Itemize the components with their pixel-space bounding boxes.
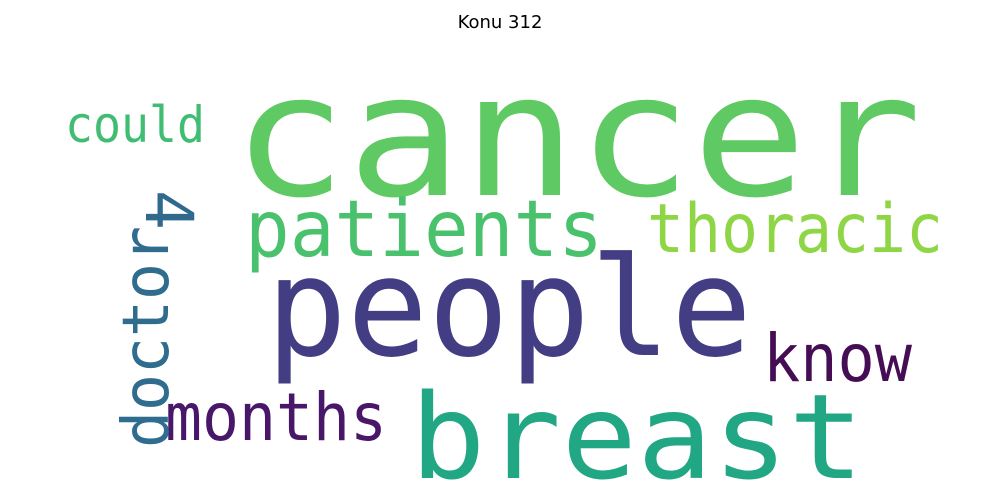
word-cloud-title: Konu 312 [457, 12, 543, 33]
word-4: 4 [130, 190, 207, 230]
word-could: could [65, 96, 205, 154]
word-patients: patients [245, 185, 603, 275]
word-doctor: doctor [110, 226, 184, 448]
word-people: people [266, 229, 752, 388]
word-breast: breast [410, 368, 864, 500]
word-months: months [165, 379, 387, 456]
word-thoracic: thoracic [647, 190, 943, 269]
word-know: know [763, 320, 912, 397]
word-cancer: cancer [232, 38, 922, 236]
